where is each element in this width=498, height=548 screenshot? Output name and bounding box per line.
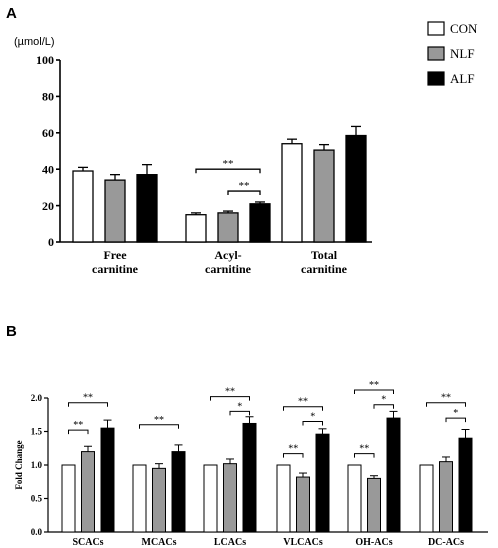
significance-bracket [426,402,466,407]
legend-label-con: CON [450,21,478,36]
category-label: Acyl- [214,248,241,262]
y-tick-label: 20 [42,199,54,213]
significance-bracket [283,453,304,458]
y-tick-label: 80 [42,90,54,104]
bar-con [281,143,303,243]
legend-swatch-nlf [427,46,445,61]
significance-bracket [139,424,179,429]
category-label: carnitine [301,262,348,276]
legend-swatch-con [427,21,445,36]
legend-label-nlf: NLF [450,46,475,61]
category-label: LCACs [214,537,246,548]
bar-con [419,464,434,533]
y-tick-label: 0.5 [31,494,43,504]
bar-alf [249,203,271,243]
significance-label: ** [441,393,451,404]
bar-nlf [313,149,335,243]
category-label: VLCACs [283,537,323,548]
significance-label: * [453,408,458,419]
category-label: DC-ACs [428,537,464,548]
significance-bracket [68,429,89,435]
legend-swatch-alf [427,71,445,86]
category-label: MCACs [142,537,177,548]
y-tick-label: 2.0 [31,393,43,403]
panel-a-unit-label: (µmol/L) [14,36,55,48]
category-label: Total [311,248,338,262]
bar-con [72,170,94,243]
category-label: carnitine [205,262,252,276]
panel-b-label: B [6,323,17,340]
bar-con [203,464,218,533]
significance-bracket [229,410,250,416]
significance-bracket [354,453,375,458]
significance-label: ** [223,158,234,170]
y-tick-label: 0.0 [31,527,43,537]
significance-label: ** [359,444,369,455]
bar-con [132,464,147,533]
significance-bracket [210,396,250,401]
y-tick-label: 60 [42,126,54,140]
bar-nlf [81,451,95,533]
significance-bracket [227,190,261,196]
bar-con [61,464,76,533]
bar-nlf [439,461,453,533]
legend-label-alf: ALF [450,71,475,86]
bar-nlf [152,467,166,533]
bar-alf [345,134,367,243]
significance-label: ** [83,393,93,404]
significance-bracket [68,402,108,407]
bar-alf [315,433,330,533]
y-tick-label: 0 [48,235,54,249]
panel-a-chart: 020406080100FreecarnitineAcyl-carnitineT… [36,21,478,276]
significance-label: ** [225,387,235,398]
significance-label: * [310,411,315,422]
significance-label: * [381,395,386,406]
bar-alf [386,417,401,533]
bar-alf [136,174,158,243]
significance-bracket [302,420,323,426]
significance-label: ** [73,420,83,431]
bar-con [276,464,291,533]
bar-nlf [367,477,381,533]
y-tick-label: 1.0 [31,460,43,470]
significance-bracket [195,168,261,174]
significance-label: ** [239,180,250,192]
category-label: OH-ACs [355,537,392,548]
y-tick-label: 100 [36,53,54,67]
panel-b-chart: 0.0 0.5 1.0 1.5 2.0 SCACs MCACs LCACs VLCACs OH-A… [14,380,488,548]
y-tick-label: 1.5 [31,427,43,437]
significance-label: ** [288,444,298,455]
category-label: carnitine [92,262,139,276]
significance-bracket [373,404,394,409]
bar-alf [100,427,115,533]
bar-alf [171,451,186,533]
significance-label: ** [369,380,379,391]
panel-a-label: A [6,5,17,22]
category-label: SCACs [72,537,103,548]
significance-bracket [354,389,394,394]
significance-label: * [237,401,242,412]
bar-nlf [217,212,239,243]
y-axis-label: Fold Change [14,440,24,489]
bar-alf [458,437,473,533]
bar-nlf [296,476,310,533]
significance-label: ** [154,415,164,426]
significance-label: ** [298,397,308,408]
y-tick-label: 40 [42,162,54,176]
bar-nlf [104,179,126,243]
significance-bracket [283,406,323,411]
category-label: Free [103,248,127,262]
bar-alf [242,422,257,533]
bar-con [347,464,362,533]
bar-con [185,214,207,243]
significance-bracket [445,417,466,423]
bar-nlf [223,463,237,533]
